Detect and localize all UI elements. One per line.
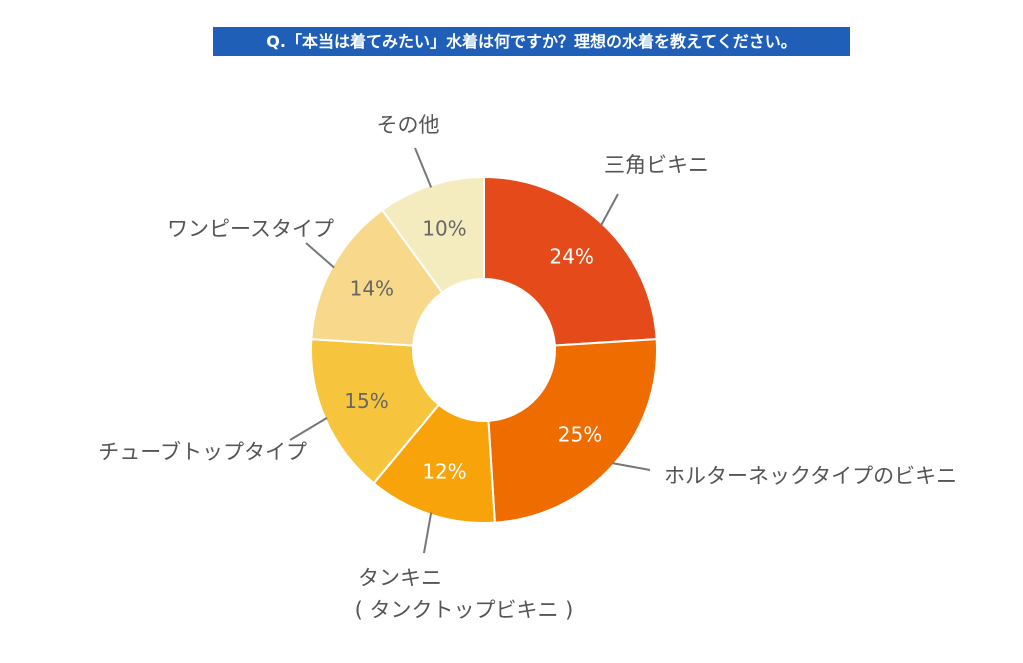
category-label: タンキニ	[358, 566, 442, 590]
chart-title: Q.「本当は着てみたい」水着は何ですか？理想の水着を教えてください。	[213, 27, 850, 56]
percent-labels-group: 24% 25% 12% 15% 14% 10%	[344, 216, 602, 483]
category-label: チューブトップタイプ	[98, 440, 307, 464]
leader-line	[423, 512, 433, 554]
category-label: その他	[377, 113, 440, 137]
leader-line	[305, 242, 335, 269]
percent-label: 15%	[344, 389, 388, 413]
donut-slice	[487, 338, 658, 524]
leader-line	[612, 462, 651, 471]
category-label: ワンピースタイプ	[167, 217, 334, 241]
category-label: ホルターネックタイプのビキニ	[664, 464, 957, 488]
donut-slice	[380, 175, 485, 294]
category-label: 三角ビキニ	[604, 153, 709, 177]
percent-label: 12%	[422, 460, 466, 484]
leader-line	[414, 147, 433, 188]
donut-slice	[310, 208, 444, 347]
category-sublabel: ( タンクトップビキニ )	[355, 598, 574, 622]
donut-slice	[310, 338, 441, 485]
leader-line	[289, 417, 328, 441]
leader-line	[600, 193, 619, 226]
percent-label: 10%	[422, 216, 466, 240]
leader-lines-group	[289, 147, 651, 554]
slices-group	[310, 175, 658, 524]
percent-label: 14%	[350, 276, 394, 300]
donut-slice	[483, 175, 658, 347]
percent-label: 25%	[558, 423, 602, 447]
percent-label: 24%	[549, 245, 593, 269]
